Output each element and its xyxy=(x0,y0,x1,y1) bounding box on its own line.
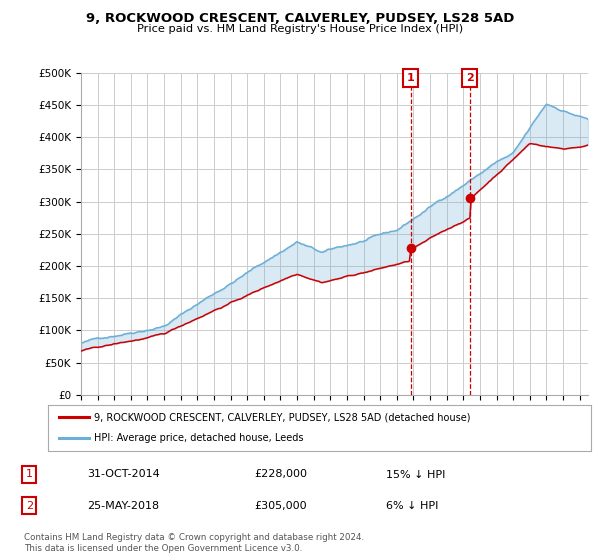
Text: £228,000: £228,000 xyxy=(254,469,307,479)
Text: HPI: Average price, detached house, Leeds: HPI: Average price, detached house, Leed… xyxy=(94,433,304,444)
Text: 15% ↓ HPI: 15% ↓ HPI xyxy=(386,469,446,479)
Text: 31-OCT-2014: 31-OCT-2014 xyxy=(87,469,160,479)
Text: 9, ROCKWOOD CRESCENT, CALVERLEY, PUDSEY, LS28 5AD (detached house): 9, ROCKWOOD CRESCENT, CALVERLEY, PUDSEY,… xyxy=(94,412,470,422)
Text: 25-MAY-2018: 25-MAY-2018 xyxy=(87,501,159,511)
Text: 9, ROCKWOOD CRESCENT, CALVERLEY, PUDSEY, LS28 5AD: 9, ROCKWOOD CRESCENT, CALVERLEY, PUDSEY,… xyxy=(86,12,514,25)
Text: 2: 2 xyxy=(466,73,473,83)
Text: Price paid vs. HM Land Registry's House Price Index (HPI): Price paid vs. HM Land Registry's House … xyxy=(137,24,463,34)
Text: Contains HM Land Registry data © Crown copyright and database right 2024.
This d: Contains HM Land Registry data © Crown c… xyxy=(24,533,364,553)
Text: 1: 1 xyxy=(407,73,415,83)
Text: 2: 2 xyxy=(26,501,33,511)
Text: 1: 1 xyxy=(26,469,33,479)
Text: 6% ↓ HPI: 6% ↓ HPI xyxy=(386,501,439,511)
Text: £305,000: £305,000 xyxy=(254,501,307,511)
